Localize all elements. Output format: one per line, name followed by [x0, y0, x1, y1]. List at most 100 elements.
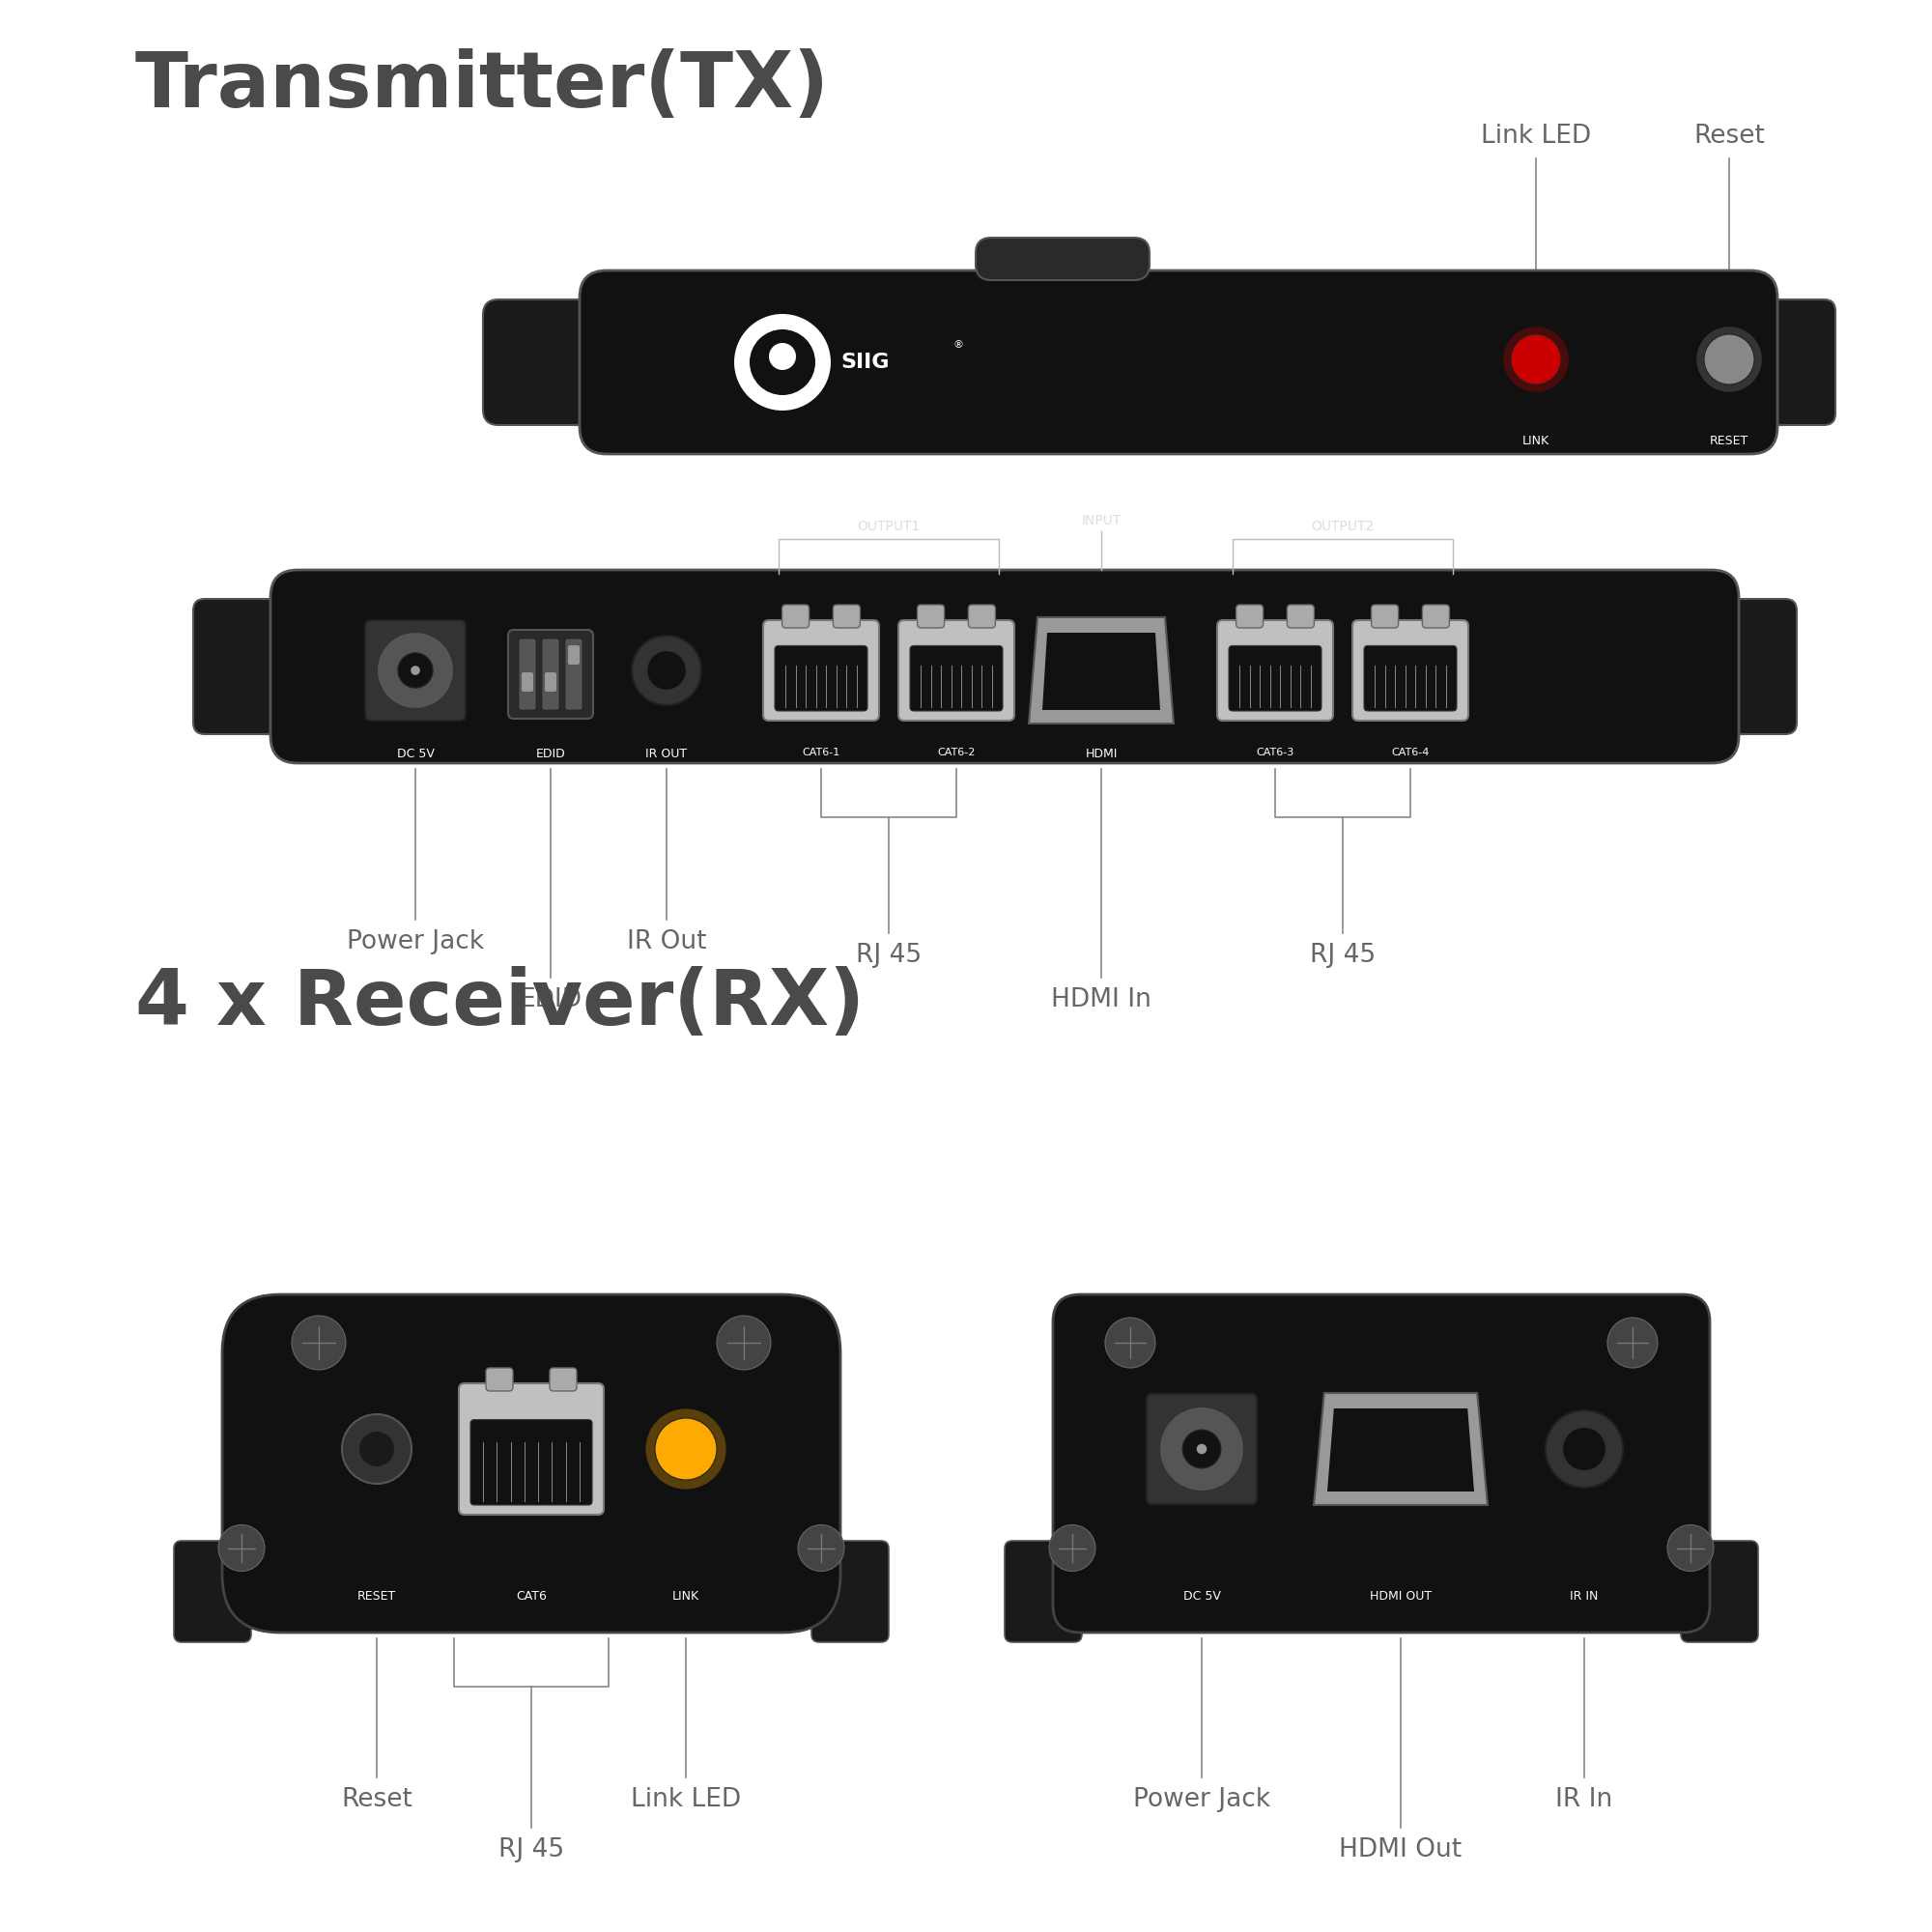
FancyBboxPatch shape	[545, 672, 556, 692]
Text: CAT6-4: CAT6-4	[1391, 748, 1430, 757]
FancyBboxPatch shape	[811, 1542, 889, 1642]
FancyBboxPatch shape	[365, 620, 466, 721]
Text: IR OUT: IR OUT	[645, 748, 688, 759]
Text: RJ 45: RJ 45	[856, 943, 922, 968]
FancyBboxPatch shape	[833, 605, 860, 628]
Text: IR Out: IR Out	[626, 929, 707, 954]
Text: CAT6-1: CAT6-1	[802, 748, 840, 757]
FancyBboxPatch shape	[193, 599, 290, 734]
Circle shape	[218, 1524, 265, 1571]
Text: IR IN: IR IN	[1571, 1590, 1598, 1604]
Text: RJ 45: RJ 45	[498, 1837, 564, 1862]
Circle shape	[1196, 1443, 1208, 1455]
Text: RESET: RESET	[1710, 435, 1748, 448]
Circle shape	[398, 653, 433, 688]
FancyBboxPatch shape	[522, 672, 533, 692]
FancyBboxPatch shape	[568, 645, 580, 665]
FancyBboxPatch shape	[1758, 299, 1835, 425]
Text: Power Jack: Power Jack	[346, 929, 485, 954]
FancyBboxPatch shape	[1352, 620, 1468, 721]
Text: CAT6: CAT6	[516, 1590, 547, 1604]
Circle shape	[359, 1432, 394, 1466]
Circle shape	[1704, 334, 1754, 384]
FancyBboxPatch shape	[775, 645, 867, 711]
FancyBboxPatch shape	[270, 570, 1739, 763]
Circle shape	[798, 1524, 844, 1571]
FancyBboxPatch shape	[918, 605, 945, 628]
FancyBboxPatch shape	[1681, 1542, 1758, 1642]
Text: SIIG: SIIG	[840, 352, 889, 371]
Text: Link LED: Link LED	[1480, 124, 1592, 149]
Text: ®: ®	[952, 340, 962, 350]
FancyBboxPatch shape	[763, 620, 879, 721]
Polygon shape	[1043, 634, 1159, 709]
Circle shape	[292, 1316, 346, 1370]
Text: 4 x Receiver(RX): 4 x Receiver(RX)	[135, 966, 866, 1041]
Text: CAT6-2: CAT6-2	[937, 748, 976, 757]
Circle shape	[655, 1418, 717, 1480]
Circle shape	[769, 344, 796, 371]
Circle shape	[1667, 1524, 1714, 1571]
Circle shape	[645, 1408, 726, 1490]
Text: EDID: EDID	[520, 987, 582, 1012]
Circle shape	[377, 632, 454, 709]
Circle shape	[1546, 1410, 1623, 1488]
Text: HDMI OUT: HDMI OUT	[1370, 1590, 1432, 1604]
Circle shape	[1049, 1524, 1095, 1571]
FancyBboxPatch shape	[483, 299, 599, 425]
FancyBboxPatch shape	[782, 605, 810, 628]
Circle shape	[342, 1414, 412, 1484]
Text: RJ 45: RJ 45	[1310, 943, 1376, 968]
Circle shape	[1607, 1318, 1658, 1368]
FancyBboxPatch shape	[1053, 1294, 1710, 1633]
Circle shape	[1503, 327, 1569, 392]
FancyBboxPatch shape	[460, 1383, 603, 1515]
Circle shape	[1696, 327, 1762, 392]
FancyBboxPatch shape	[1719, 599, 1797, 734]
FancyBboxPatch shape	[222, 1294, 840, 1633]
Circle shape	[734, 313, 831, 412]
Text: DC 5V: DC 5V	[396, 748, 435, 759]
FancyBboxPatch shape	[898, 620, 1014, 721]
Text: INPUT: INPUT	[1082, 514, 1121, 527]
FancyBboxPatch shape	[1364, 645, 1457, 711]
Polygon shape	[1327, 1408, 1474, 1492]
FancyBboxPatch shape	[566, 639, 582, 709]
Polygon shape	[1028, 618, 1173, 723]
Circle shape	[1159, 1406, 1244, 1492]
FancyBboxPatch shape	[976, 238, 1150, 280]
Circle shape	[647, 651, 686, 690]
Circle shape	[1105, 1318, 1155, 1368]
Circle shape	[1563, 1428, 1605, 1470]
FancyBboxPatch shape	[520, 639, 535, 709]
Text: Transmitter(TX): Transmitter(TX)	[135, 48, 829, 124]
FancyBboxPatch shape	[580, 270, 1777, 454]
Circle shape	[412, 667, 419, 674]
FancyBboxPatch shape	[910, 645, 1003, 711]
Text: LINK: LINK	[1522, 435, 1549, 448]
Circle shape	[1182, 1430, 1221, 1468]
FancyBboxPatch shape	[487, 1368, 514, 1391]
FancyBboxPatch shape	[1005, 1542, 1082, 1642]
Circle shape	[1511, 334, 1561, 384]
FancyBboxPatch shape	[508, 630, 593, 719]
Text: LINK: LINK	[672, 1590, 699, 1604]
Text: EDID: EDID	[535, 748, 566, 759]
Text: Power Jack: Power Jack	[1132, 1787, 1271, 1812]
Text: Link LED: Link LED	[630, 1787, 742, 1812]
Text: Reset: Reset	[342, 1787, 412, 1812]
FancyBboxPatch shape	[471, 1420, 591, 1505]
FancyBboxPatch shape	[543, 639, 558, 709]
Text: OUTPUT1: OUTPUT1	[858, 520, 920, 533]
Text: IR In: IR In	[1555, 1787, 1613, 1812]
Polygon shape	[1314, 1393, 1488, 1505]
Text: HDMI: HDMI	[1086, 748, 1117, 759]
Text: HDMI Out: HDMI Out	[1339, 1837, 1463, 1862]
Circle shape	[717, 1316, 771, 1370]
Text: Reset: Reset	[1694, 124, 1764, 149]
FancyBboxPatch shape	[1236, 605, 1264, 628]
Text: RESET: RESET	[357, 1590, 396, 1604]
Text: HDMI In: HDMI In	[1051, 987, 1151, 1012]
FancyBboxPatch shape	[1372, 605, 1399, 628]
FancyBboxPatch shape	[1229, 645, 1321, 711]
